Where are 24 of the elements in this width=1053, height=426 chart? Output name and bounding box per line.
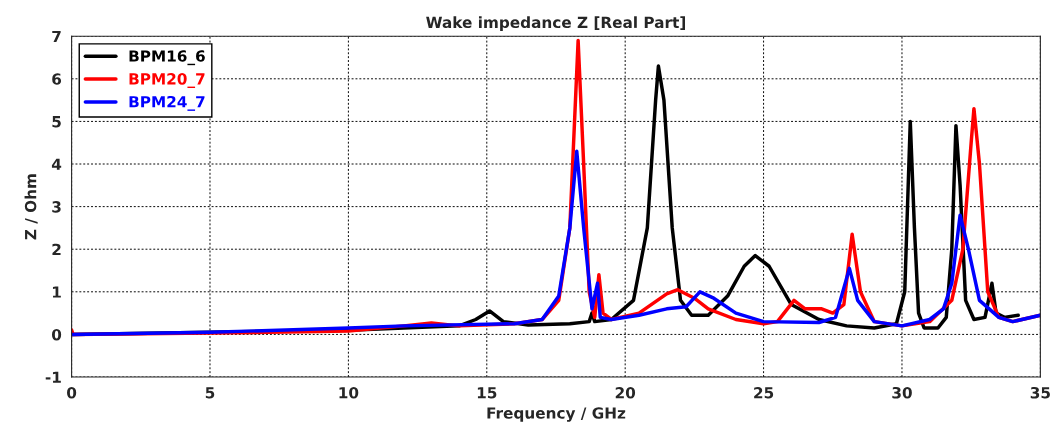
y-tick-label: 7 (52, 30, 61, 43)
y-tick-label: -1 (45, 371, 61, 383)
x-tick-label: 20 (615, 387, 636, 399)
x-axis-title: Frequency / GHz (487, 407, 626, 422)
line-series (71, 149, 1041, 337)
chart-title: Wake impedance Z [Real Part] (426, 16, 685, 32)
x-tick-label: 0 (67, 387, 77, 399)
legend-label: BPM24_7 (129, 95, 205, 111)
legend-label: BPM20_7 (129, 73, 205, 89)
x-tick-label: 25 (754, 387, 774, 399)
y-tick-label: 3 (52, 201, 61, 213)
x-tick-label: 30 (892, 387, 912, 399)
x-tick-label: 5 (205, 387, 215, 399)
legend-label: BPM16_6 (129, 50, 205, 66)
x-tick-label: 10 (339, 387, 359, 399)
y-axis-title: Z / Ohm (24, 174, 38, 240)
x-tick-label: 15 (477, 387, 497, 399)
x-tick-label: 35 (1030, 387, 1050, 399)
y-tick-label: 1 (52, 286, 61, 298)
y-tick-label: 2 (52, 243, 61, 256)
y-tick-label: 0 (51, 328, 62, 341)
y-tick-label: 4 (51, 158, 62, 170)
y-tick-label: 5 (52, 116, 61, 128)
y-tick-label: 6 (52, 73, 62, 85)
